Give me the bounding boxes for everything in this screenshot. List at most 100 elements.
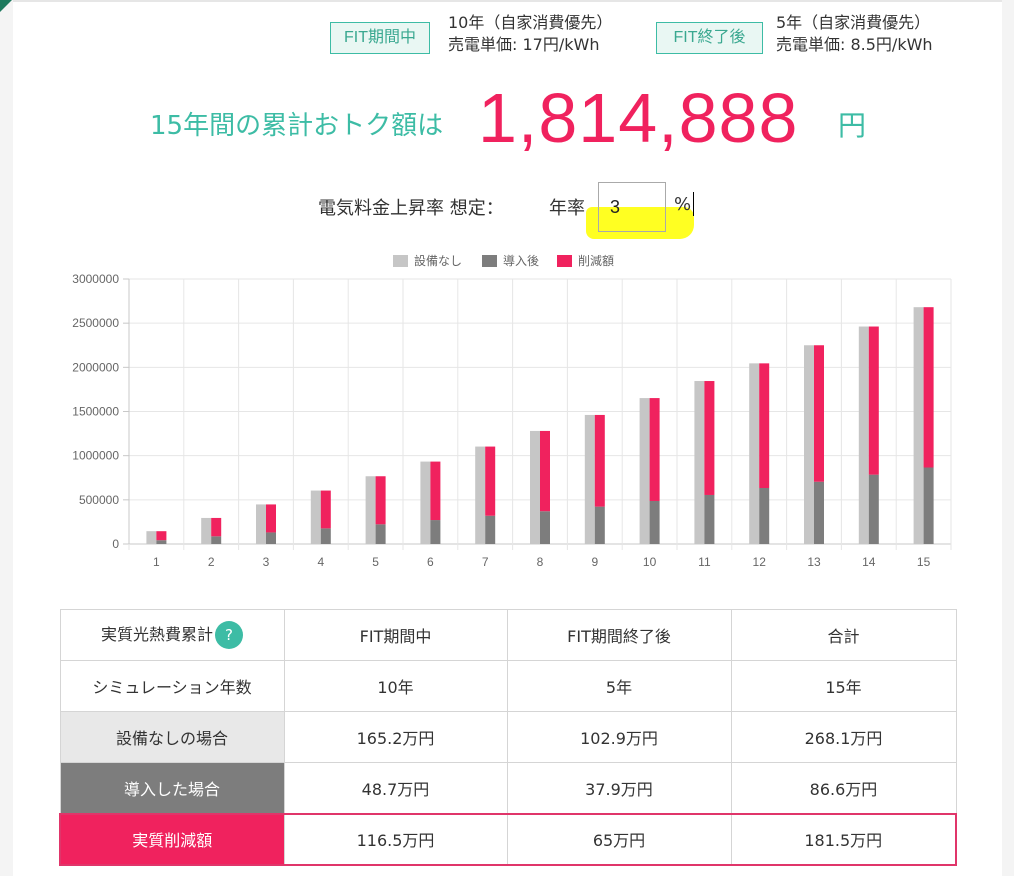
bar-savings bbox=[485, 446, 496, 516]
y-tick-label: 3000000 bbox=[72, 272, 119, 286]
header-fit-after: FIT期間終了後 bbox=[506, 609, 732, 661]
x-tick-label: 7 bbox=[482, 555, 489, 569]
cell: 37.9万円 bbox=[506, 762, 732, 814]
y-tick-label: 0 bbox=[112, 537, 119, 551]
row-label: 実質削減額 bbox=[59, 812, 285, 866]
bar-no-equipment bbox=[475, 446, 486, 544]
bar-no-equipment bbox=[858, 326, 869, 544]
bar-savings bbox=[868, 326, 879, 475]
bar-installed bbox=[375, 524, 386, 544]
legend-swatch bbox=[482, 255, 497, 267]
bar-installed bbox=[868, 474, 879, 544]
x-tick-label: 13 bbox=[807, 555, 821, 569]
fit-during-price: 売電単価: 17円/kWh bbox=[448, 35, 600, 54]
cell: 5年 bbox=[506, 660, 732, 712]
y-tick-label: 2000000 bbox=[72, 360, 119, 374]
table-row-installed: 導入した場合 48.7万円 37.9万円 86.6万円 bbox=[59, 762, 957, 814]
bar-no-equipment bbox=[365, 476, 376, 544]
bar-installed bbox=[540, 511, 550, 544]
page-left-margin bbox=[0, 0, 13, 876]
fit-info-row: FIT期間中 10年（自家消費優先） 売電単価: 17円/kWh FIT終了後 … bbox=[0, 11, 1014, 61]
table-row-years: シミュレーション年数 10年 5年 15年 bbox=[59, 660, 957, 712]
bar-installed bbox=[759, 487, 770, 544]
bar-savings bbox=[320, 490, 331, 529]
total-savings-value: 1,814,888 bbox=[478, 79, 799, 157]
bar-no-equipment bbox=[804, 345, 814, 544]
y-tick-label: 1500000 bbox=[72, 405, 119, 419]
bar-installed bbox=[430, 520, 441, 544]
cell: 268.1万円 bbox=[730, 711, 957, 763]
header-fit-during: FIT期間中 bbox=[283, 609, 508, 661]
row-label: 導入した場合 bbox=[59, 762, 285, 814]
rate-year-label: 年率 bbox=[549, 198, 585, 219]
row-label: シミュレーション年数 bbox=[59, 660, 285, 712]
corner-marker bbox=[0, 0, 12, 12]
cell: 86.6万円 bbox=[730, 762, 957, 814]
bar-no-equipment bbox=[749, 363, 760, 544]
bar-installed bbox=[704, 494, 715, 544]
fit-after-badge: FIT終了後 bbox=[656, 22, 763, 54]
header-label-cell: 実質光熱費累計? bbox=[59, 609, 285, 661]
bar-savings bbox=[375, 476, 386, 525]
legend-swatch bbox=[557, 255, 572, 267]
y-tick-label: 2500000 bbox=[72, 316, 119, 330]
bar-savings bbox=[211, 517, 222, 537]
fit-during-period: 10年（自家消費優先） bbox=[448, 13, 613, 32]
rate-label: 電気料金上昇率 想定： bbox=[318, 198, 504, 219]
bar-savings bbox=[923, 307, 934, 468]
cell: 181.5万円 bbox=[730, 812, 957, 866]
bar-no-equipment bbox=[639, 398, 650, 544]
x-tick-label: 2 bbox=[208, 555, 215, 569]
bar-savings bbox=[266, 504, 276, 533]
bar-no-equipment bbox=[913, 307, 924, 544]
bar-savings bbox=[649, 398, 660, 501]
page-top-edge bbox=[13, 0, 1002, 2]
text-caret bbox=[693, 192, 694, 216]
table-row-savings: 実質削減額 116.5万円 65万円 181.5万円 bbox=[59, 812, 957, 866]
bar-installed bbox=[814, 481, 824, 544]
x-tick-label: 8 bbox=[537, 555, 544, 569]
x-tick-label: 15 bbox=[917, 555, 931, 569]
bar-installed bbox=[320, 528, 331, 544]
bar-no-equipment bbox=[310, 490, 321, 544]
cell: 116.5万円 bbox=[283, 812, 508, 866]
savings-chart: 設備なし 導入後 削減額 3000000 2500000 2000000 1500000 10… bbox=[55, 248, 965, 578]
cell: 65万円 bbox=[506, 812, 732, 866]
help-icon[interactable]: ? bbox=[215, 621, 243, 650]
bar-no-equipment bbox=[530, 430, 540, 544]
bar-no-equipment bbox=[201, 517, 212, 544]
bar-installed bbox=[649, 500, 660, 544]
y-tick-label: 500000 bbox=[79, 493, 119, 507]
bar-installed bbox=[485, 515, 496, 544]
x-tick-label: 9 bbox=[591, 555, 598, 569]
x-tick-label: 14 bbox=[862, 555, 876, 569]
fit-after-period: 5年（自家消費優先） bbox=[776, 13, 931, 32]
legend-swatch bbox=[393, 255, 408, 267]
total-savings-label: 15年間の累計おトク額は bbox=[150, 111, 444, 141]
cell: 165.2万円 bbox=[283, 711, 508, 763]
bar-no-equipment bbox=[420, 461, 431, 544]
x-tick-label: 1 bbox=[153, 555, 160, 569]
cell: 10年 bbox=[283, 660, 508, 712]
total-savings-row: 15年間の累計おトク額は 1,814,888 円 bbox=[0, 79, 1014, 160]
table-row-no-equipment: 設備なしの場合 165.2万円 102.9万円 268.1万円 bbox=[59, 711, 957, 763]
y-tick-label: 1000000 bbox=[72, 449, 119, 463]
x-tick-label: 3 bbox=[263, 555, 270, 569]
bar-savings bbox=[540, 430, 550, 512]
bar-savings bbox=[759, 363, 770, 488]
x-tick-label: 12 bbox=[753, 555, 767, 569]
bar-no-equipment bbox=[584, 414, 595, 544]
bar-savings bbox=[156, 531, 167, 541]
bar-no-equipment bbox=[256, 504, 266, 544]
bar-installed bbox=[211, 536, 222, 544]
page-right-margin bbox=[1002, 0, 1014, 876]
bar-installed bbox=[923, 467, 934, 544]
x-tick-label: 5 bbox=[372, 555, 379, 569]
legend-label: 導入後 bbox=[503, 254, 539, 268]
fit-after-price: 売電単価: 8.5円/kWh bbox=[776, 35, 933, 54]
rate-input[interactable] bbox=[598, 182, 666, 232]
rate-input-row: 電気料金上昇率 想定： 年率 % bbox=[0, 180, 1014, 240]
total-savings-unit: 円 bbox=[838, 109, 867, 142]
table-header-row: 実質光熱費累計? FIT期間中 FIT期間終了後 合計 bbox=[59, 609, 957, 661]
x-tick-label: 4 bbox=[317, 555, 324, 569]
